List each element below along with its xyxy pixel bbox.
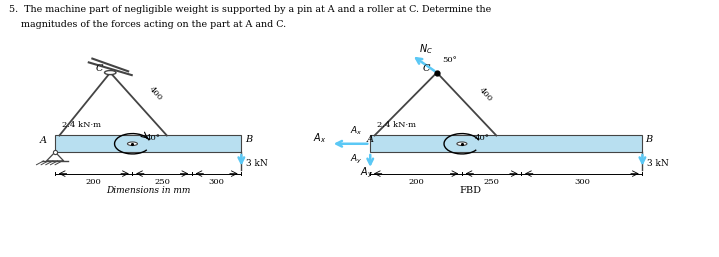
Text: 3 kN: 3 kN xyxy=(246,159,267,168)
Text: magnitudes of the forces acting on the part at A and C.: magnitudes of the forces acting on the p… xyxy=(9,21,285,30)
Text: 300: 300 xyxy=(574,178,590,186)
Text: 40°: 40° xyxy=(145,134,160,142)
Text: A: A xyxy=(367,135,374,144)
Text: B: B xyxy=(645,135,652,144)
Text: 200: 200 xyxy=(408,178,424,186)
Text: C: C xyxy=(96,64,104,73)
Text: 250: 250 xyxy=(155,178,170,186)
Text: $A_x$: $A_x$ xyxy=(313,131,326,145)
Text: $N_C$: $N_C$ xyxy=(418,42,433,56)
Text: A: A xyxy=(40,136,46,145)
Text: 2.4 kN·m: 2.4 kN·m xyxy=(377,121,416,129)
Text: $A_y$: $A_y$ xyxy=(360,165,373,180)
Circle shape xyxy=(104,70,116,75)
Text: 50°: 50° xyxy=(443,56,457,64)
Text: $A_x$: $A_x$ xyxy=(350,125,362,137)
Text: B: B xyxy=(245,135,252,144)
Text: 400: 400 xyxy=(477,86,494,104)
Text: Dimensions in mm: Dimensions in mm xyxy=(106,186,191,195)
Text: 300: 300 xyxy=(209,178,224,186)
Text: 3 kN: 3 kN xyxy=(646,159,669,168)
Text: 40°: 40° xyxy=(475,134,490,142)
Circle shape xyxy=(127,142,137,145)
Text: 2.4 kN·m: 2.4 kN·m xyxy=(63,121,101,129)
Text: 400: 400 xyxy=(147,85,164,102)
Text: FBD: FBD xyxy=(459,186,482,195)
Bar xyxy=(55,135,242,152)
Text: $A_y$: $A_y$ xyxy=(350,153,362,166)
Text: 200: 200 xyxy=(86,178,101,186)
Text: 5.  The machine part of negligible weight is supported by a pin at A and a rolle: 5. The machine part of negligible weight… xyxy=(9,5,491,14)
Text: C: C xyxy=(423,64,430,73)
Bar xyxy=(370,135,642,152)
Text: 250: 250 xyxy=(484,178,500,186)
Circle shape xyxy=(457,142,467,145)
